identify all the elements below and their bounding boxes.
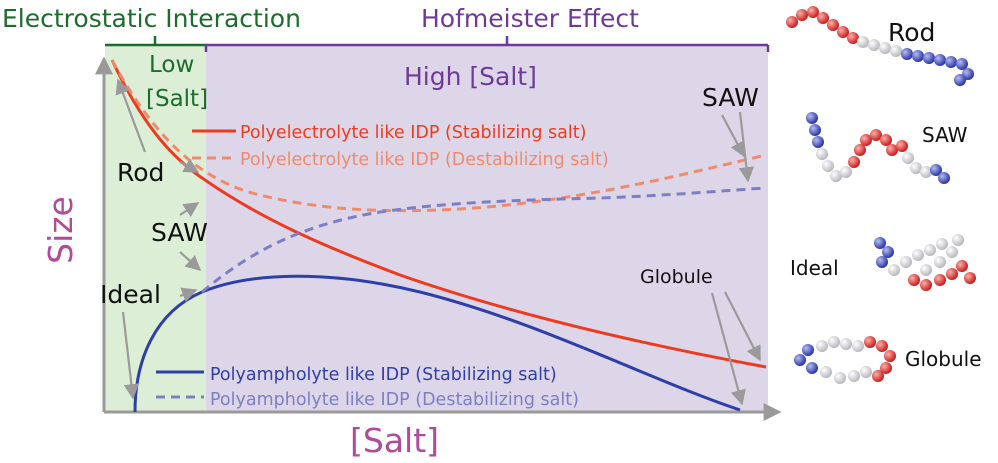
rod-annotation: Rod — [117, 158, 164, 187]
saw-thumbnail-label: SAW — [922, 123, 968, 147]
high-salt-label: High [Salt] — [404, 62, 537, 91]
low-salt-label-line2: [Salt] — [146, 86, 208, 112]
curve-polyampholyte-stabilizing — [133, 274, 741, 413]
curve-polyelectrolyte-stabilizing — [110, 59, 767, 369]
globule-annotation: Globule — [640, 266, 713, 288]
hofmeister-bracket — [204, 36, 770, 52]
electrostatic-title: Electrostatic Interaction — [2, 4, 301, 33]
annotation-arrows — [115, 78, 761, 406]
saw-right-annotation: SAW — [702, 83, 759, 112]
axes — [95, 56, 782, 421]
ideal-thumbnail-label: Ideal — [790, 256, 839, 280]
x-axis-label: [Salt] — [350, 421, 439, 460]
y-axis-label: Size — [41, 196, 80, 264]
legend-pa-stabilizing: Polyampholyte like IDP (Stabilizing salt… — [210, 365, 557, 385]
curve-polyelectrolyte-destabilizing — [110, 59, 767, 213]
curve-polyampholyte-destabilizing — [201, 186, 767, 294]
globule-thumbnail-label: Globule — [905, 347, 982, 371]
legend-pe-stabilizing: Polyelectrolyte like IDP (Stabilizing sa… — [240, 123, 586, 143]
rod-thumbnail-label: Rod — [888, 18, 935, 47]
high-salt-region — [206, 45, 768, 413]
saw-molecule — [806, 112, 950, 184]
low-salt-region — [105, 45, 206, 413]
globule-molecule — [794, 336, 896, 384]
legend-pa-destabilizing: Polyampholyte like IDP (Destabilizing sa… — [210, 390, 579, 410]
legend-pe-destabilizing: Polyelectrolyte like IDP (Destabilizing … — [240, 150, 609, 170]
rod-molecule — [786, 6, 974, 86]
low-salt-label-line1: Low — [149, 52, 194, 78]
saw-left-annotation: SAW — [151, 218, 208, 247]
electrostatic-bracket — [105, 36, 206, 47]
hofmeister-title: Hofmeister Effect — [421, 4, 639, 33]
ideal-annotation: Ideal — [100, 280, 161, 309]
legend: Polyelectrolyte like IDP (Stabilizing sa… — [156, 123, 609, 410]
ideal-molecule — [874, 234, 976, 291]
